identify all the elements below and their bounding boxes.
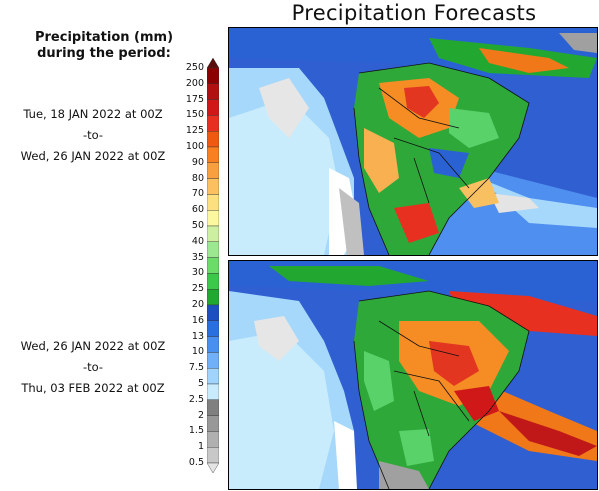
- forecast-map-1: [228, 27, 598, 256]
- colorbar-tick-label: 70: [191, 188, 204, 200]
- period-1-sep: -to-: [82, 128, 104, 142]
- period-1-end: Wed, 26 JAN 2022 at 00Z: [20, 149, 166, 163]
- legend-title-line1: Precipitation (mm): [34, 30, 174, 45]
- colorbar-cell: [207, 146, 219, 164]
- page-title: Precipitation Forecasts: [291, 1, 537, 25]
- colorbar-tick-label: 200: [185, 77, 204, 89]
- colorbar-cell: [207, 130, 219, 148]
- colorbar-tick-label: 250: [185, 62, 204, 73]
- colorbar-cell: [207, 162, 219, 179]
- colorbar-cell-bottom: [207, 462, 219, 473]
- colorbar-cell: [207, 194, 219, 211]
- colorbar-tick-label: 60: [191, 204, 204, 216]
- legend-title-line2: during the period:: [37, 46, 171, 61]
- colorbar-cell: [207, 209, 219, 227]
- colorbar-cell: [207, 320, 219, 337]
- colorbar-tick-label: 5: [197, 378, 204, 389]
- colorbar-tick-label: 40: [191, 235, 204, 247]
- colorbar-tick-label: 20: [191, 299, 204, 310]
- colorbar-tick-label: 2.5: [188, 393, 204, 405]
- colorbar-tick-label: 2: [197, 409, 204, 421]
- colorbar-cell: [207, 67, 219, 85]
- colorbar-cell: [207, 336, 219, 353]
- colorbar-cell: [207, 225, 219, 243]
- colorbar-tick-label: 35: [191, 251, 204, 263]
- colorbar-cell: [207, 178, 219, 195]
- period-1-label: Tue, 18 JAN 2022 at 00Z -to- Wed, 26 JAN…: [0, 104, 186, 167]
- colorbar-cell-top: [207, 58, 219, 69]
- colorbar-cell: [207, 415, 219, 432]
- colorbar-cell: [207, 431, 219, 448]
- period-2-end: Thu, 03 FEB 2022 at 00Z: [21, 381, 165, 395]
- period-2-start: Wed, 26 JAN 2022 at 00Z: [20, 339, 166, 353]
- period-2-sep: -to-: [82, 360, 104, 374]
- colorbar-tick-label: 1.5: [188, 425, 204, 437]
- colorbar-tick-label: 50: [191, 220, 204, 231]
- forecast-map-2: [228, 260, 598, 490]
- colorbar-tick-label: 10: [191, 346, 204, 358]
- colorbar-cell: [207, 273, 219, 290]
- colorbar-tick-label: 0.5: [188, 457, 204, 468]
- period-2-label: Wed, 26 JAN 2022 at 00Z -to- Thu, 03 FEB…: [0, 336, 186, 399]
- colorbar-cell: [207, 99, 219, 116]
- colorbar-tick-label: 30: [191, 267, 204, 279]
- colorbar: [207, 58, 219, 473]
- colorbar-tick-label: 13: [191, 330, 204, 342]
- colorbar-cell: [207, 399, 219, 416]
- colorbar-tick-label: 175: [185, 93, 204, 105]
- period-1-start: Tue, 18 JAN 2022 at 00Z: [23, 107, 163, 121]
- colorbar-cell: [207, 115, 219, 132]
- legend-title: Precipitation (mm) during the period:: [4, 30, 204, 62]
- colorbar-tick-label: 25: [191, 283, 204, 295]
- colorbar-cell: [207, 304, 219, 322]
- colorbar-cell: [207, 83, 219, 100]
- colorbar-cell: [207, 352, 219, 369]
- colorbar-cell: [207, 383, 219, 401]
- colorbar-cell: [207, 368, 219, 385]
- colorbar-tick-label: 90: [191, 156, 204, 168]
- colorbar-tick-label: 125: [185, 125, 204, 137]
- colorbar-tick-label: 100: [185, 141, 204, 152]
- colorbar-tick-label: 1: [197, 441, 204, 453]
- colorbar-cell: [207, 257, 219, 274]
- colorbar-tick-label: 7.5: [188, 362, 204, 374]
- colorbar-tick-label: 16: [191, 314, 204, 326]
- colorbar-cell: [207, 288, 219, 306]
- colorbar-tick-label: 150: [185, 109, 204, 121]
- colorbar-cell: [207, 241, 219, 258]
- colorbar-tick-label: 80: [191, 172, 204, 184]
- colorbar-cell: [207, 447, 219, 464]
